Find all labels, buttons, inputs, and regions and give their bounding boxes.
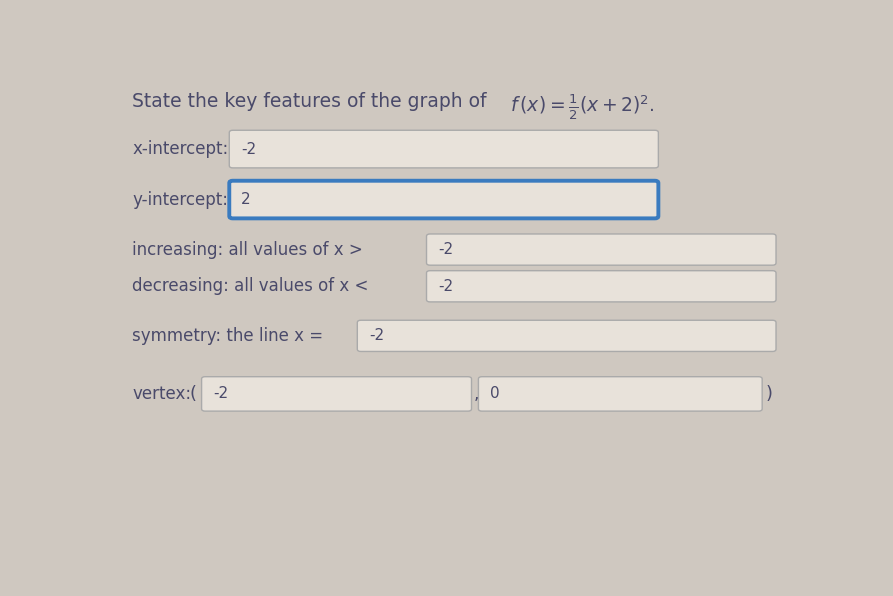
Text: y-intercept:: y-intercept: (132, 191, 229, 209)
Text: -2: -2 (438, 279, 454, 294)
Text: State the key features of the graph of: State the key features of the graph of (132, 92, 493, 111)
Text: -2: -2 (241, 142, 256, 157)
Text: $f\,(x) = \frac{1}{2}(x + 2)^2.$: $f\,(x) = \frac{1}{2}(x + 2)^2.$ (510, 92, 655, 122)
Text: -2: -2 (213, 386, 229, 402)
Text: 2: 2 (241, 192, 251, 207)
FancyBboxPatch shape (427, 234, 776, 265)
FancyBboxPatch shape (427, 271, 776, 302)
Text: ,: , (473, 384, 479, 403)
Text: symmetry: the line x =: symmetry: the line x = (132, 327, 323, 345)
Text: -2: -2 (369, 328, 384, 343)
Text: decreasing: all values of x <: decreasing: all values of x < (132, 277, 369, 295)
Text: (: ( (189, 385, 196, 403)
FancyBboxPatch shape (202, 377, 472, 411)
Text: ): ) (765, 385, 772, 403)
FancyBboxPatch shape (357, 320, 776, 352)
FancyBboxPatch shape (479, 377, 763, 411)
FancyBboxPatch shape (230, 181, 658, 218)
Text: increasing: all values of x >: increasing: all values of x > (132, 241, 363, 259)
Text: x-intercept:: x-intercept: (132, 140, 229, 158)
FancyBboxPatch shape (230, 131, 658, 168)
Text: -2: -2 (438, 242, 454, 257)
Text: vertex:: vertex: (132, 385, 191, 403)
Text: 0: 0 (490, 386, 500, 402)
